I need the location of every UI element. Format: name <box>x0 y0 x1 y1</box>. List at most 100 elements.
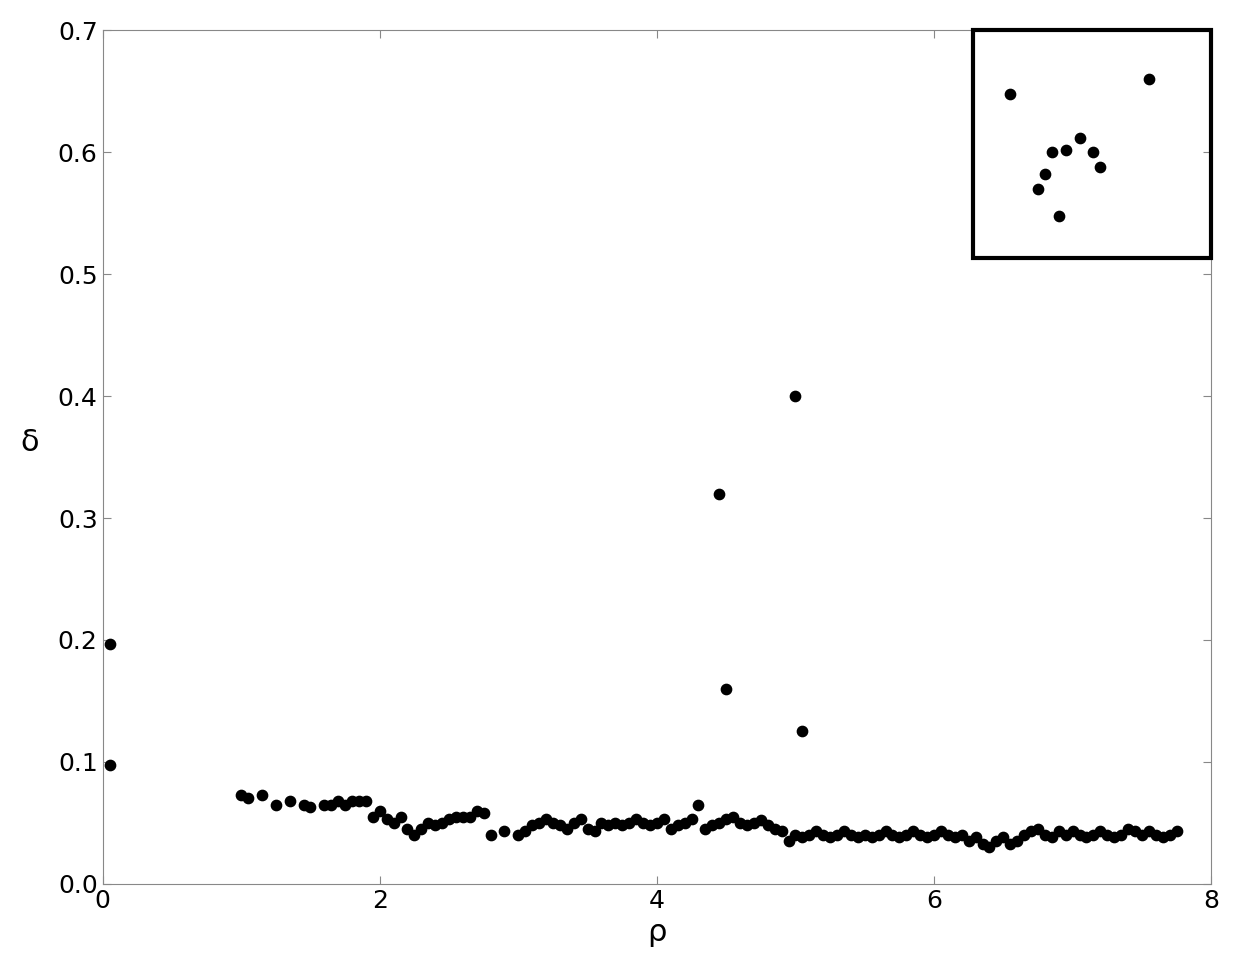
Point <box>570 811 590 827</box>
Point <box>439 811 459 827</box>
Point <box>1049 208 1069 224</box>
Point <box>1049 824 1069 839</box>
Point <box>433 815 453 831</box>
Point <box>668 818 688 833</box>
Point <box>875 824 895 839</box>
Point <box>1159 828 1179 843</box>
Point <box>800 828 820 843</box>
Point <box>653 811 673 827</box>
Point <box>682 811 702 827</box>
Point <box>785 828 805 843</box>
Point <box>785 388 805 404</box>
Point <box>495 824 515 839</box>
Point <box>723 809 743 825</box>
Point <box>1138 824 1158 839</box>
Point <box>869 828 889 843</box>
Point <box>640 818 660 833</box>
Point <box>1070 130 1090 145</box>
Point <box>827 828 847 843</box>
Point <box>744 815 764 831</box>
Y-axis label: δ: δ <box>21 428 40 457</box>
Point <box>993 830 1013 845</box>
X-axis label: ρ: ρ <box>647 919 667 947</box>
Point <box>238 791 258 806</box>
Point <box>460 809 480 825</box>
Point <box>446 809 466 825</box>
Point <box>1097 828 1117 843</box>
Point <box>529 815 549 831</box>
Point <box>522 818 542 833</box>
Point <box>1090 824 1110 839</box>
Point <box>564 815 584 831</box>
Point <box>966 830 986 845</box>
Point <box>688 797 708 812</box>
Point <box>937 828 957 843</box>
Point <box>265 797 285 812</box>
Point <box>1146 828 1166 843</box>
Point <box>626 811 646 827</box>
Point <box>883 828 903 843</box>
Point <box>377 811 397 827</box>
Point <box>1076 830 1096 845</box>
Point <box>99 636 119 651</box>
Point <box>335 797 355 812</box>
Point <box>348 793 368 808</box>
Point <box>854 828 874 843</box>
Point <box>835 824 854 839</box>
Point <box>508 828 528 843</box>
Point <box>918 830 937 845</box>
Point <box>321 797 341 812</box>
Point <box>931 824 951 839</box>
Point <box>398 821 418 836</box>
Point <box>634 815 653 831</box>
Point <box>1138 72 1158 87</box>
Point <box>252 787 272 802</box>
Point <box>1132 828 1152 843</box>
Point <box>584 824 604 839</box>
Point <box>425 818 445 833</box>
Point <box>1153 830 1173 845</box>
Point <box>730 815 750 831</box>
Point <box>889 830 909 845</box>
Point <box>945 830 965 845</box>
Point <box>329 793 348 808</box>
Point <box>792 830 812 845</box>
Point <box>1042 830 1061 845</box>
Point <box>466 802 486 818</box>
Point <box>987 833 1007 849</box>
Point <box>848 830 868 845</box>
Point <box>1105 830 1125 845</box>
Point <box>924 828 944 843</box>
Point <box>1007 833 1027 849</box>
Point <box>474 805 494 821</box>
Point <box>779 833 799 849</box>
Point <box>758 818 777 833</box>
Point <box>599 818 619 833</box>
Point <box>1035 166 1055 182</box>
Point <box>972 835 992 851</box>
Point <box>1001 86 1021 102</box>
Point <box>619 815 639 831</box>
Point <box>1125 824 1145 839</box>
Point <box>1014 828 1034 843</box>
Point <box>1028 181 1048 197</box>
Point <box>516 824 536 839</box>
Point <box>551 818 570 833</box>
Point <box>1001 835 1021 851</box>
Point <box>300 800 320 815</box>
Point <box>342 793 362 808</box>
Point <box>959 833 978 849</box>
Point <box>702 818 722 833</box>
Point <box>751 812 771 828</box>
Point <box>1118 821 1138 836</box>
Point <box>771 824 791 839</box>
Point <box>1055 828 1075 843</box>
Point <box>363 809 383 825</box>
Point <box>1111 828 1131 843</box>
Point <box>952 828 972 843</box>
Point <box>765 821 785 836</box>
Point <box>1084 144 1104 160</box>
Point <box>356 793 376 808</box>
Point <box>862 830 882 845</box>
Point <box>897 828 916 843</box>
